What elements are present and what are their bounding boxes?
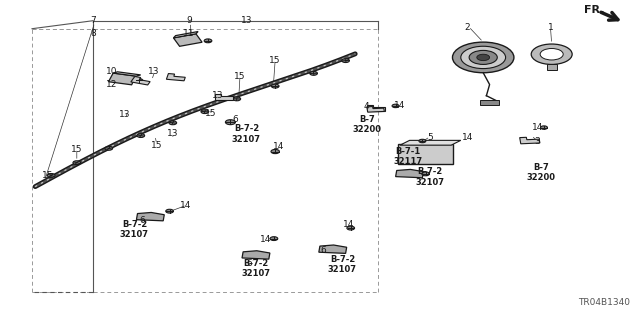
Circle shape [477,54,490,61]
Text: B-7
32200: B-7 32200 [352,115,381,134]
Text: 15: 15 [71,145,83,154]
Text: 6: 6 [321,246,326,255]
Text: B-7-2
32107: B-7-2 32107 [241,259,271,278]
Polygon shape [136,212,164,221]
Polygon shape [242,251,270,259]
Text: B-7-2
32107: B-7-2 32107 [328,255,357,274]
Text: B-7-2
32107: B-7-2 32107 [232,124,261,144]
Circle shape [342,59,349,63]
Text: 5: 5 [428,133,433,142]
Circle shape [137,134,145,137]
Text: 15: 15 [269,56,281,65]
Polygon shape [367,105,385,111]
Text: 15: 15 [205,109,217,118]
Text: 9: 9 [186,16,191,25]
Polygon shape [113,72,141,76]
Polygon shape [173,32,198,38]
Text: 12: 12 [106,80,118,89]
Polygon shape [400,140,461,145]
Polygon shape [131,77,150,85]
Polygon shape [109,73,136,85]
Text: 1: 1 [548,23,553,32]
Circle shape [541,126,547,129]
Text: 15: 15 [42,171,54,180]
Circle shape [135,78,143,82]
Circle shape [422,172,429,176]
Text: 14: 14 [260,235,271,244]
Text: 8: 8 [90,29,95,38]
Circle shape [271,149,280,154]
Text: 4: 4 [364,102,369,111]
Polygon shape [166,74,186,81]
Text: TR04B1340: TR04B1340 [579,298,630,307]
Circle shape [270,237,278,241]
Circle shape [204,39,212,43]
Circle shape [233,97,241,101]
Text: 15: 15 [234,72,246,81]
Text: 14: 14 [273,142,284,151]
Text: 14: 14 [180,201,191,210]
Text: B-7-1
32117: B-7-1 32117 [394,147,423,166]
Text: 13: 13 [148,67,159,76]
Text: 2: 2 [465,23,470,32]
Circle shape [469,50,497,64]
Circle shape [452,42,514,73]
Text: B-7
32200: B-7 32200 [526,163,556,182]
Circle shape [169,121,177,125]
Text: 13: 13 [167,130,179,138]
Text: 3: 3 [535,137,540,146]
Circle shape [347,226,355,230]
Text: 13: 13 [119,110,131,119]
Text: 11: 11 [183,29,195,38]
Circle shape [73,161,81,165]
Text: 14: 14 [394,101,406,110]
Text: 10: 10 [106,67,118,76]
Text: 6: 6 [233,115,238,124]
Circle shape [166,209,173,213]
Circle shape [105,146,113,150]
Polygon shape [173,34,202,46]
Polygon shape [520,137,540,144]
Text: B-7-2
32107: B-7-2 32107 [120,220,149,239]
Circle shape [201,110,209,114]
Polygon shape [480,100,499,105]
Text: 14: 14 [461,133,473,142]
Circle shape [419,139,426,143]
Circle shape [531,44,572,64]
Circle shape [47,174,55,177]
Text: B-7-2
32107: B-7-2 32107 [415,167,445,187]
Text: 14: 14 [343,220,355,229]
Text: 13: 13 [212,91,223,100]
Polygon shape [396,169,424,178]
Circle shape [540,48,563,60]
Polygon shape [215,94,233,100]
FancyBboxPatch shape [398,144,453,164]
Polygon shape [547,64,557,70]
Circle shape [271,84,279,88]
Polygon shape [367,107,385,112]
Circle shape [310,71,317,75]
Text: 7: 7 [90,16,95,25]
Text: FR.: FR. [584,5,604,15]
Text: 13: 13 [241,16,252,25]
Circle shape [461,46,506,69]
Text: 14: 14 [532,123,543,132]
Circle shape [225,120,236,125]
Circle shape [392,104,399,108]
Text: 6: 6 [247,259,252,268]
Text: 15: 15 [151,141,163,150]
Text: 6: 6 [140,216,145,225]
Polygon shape [319,245,347,253]
